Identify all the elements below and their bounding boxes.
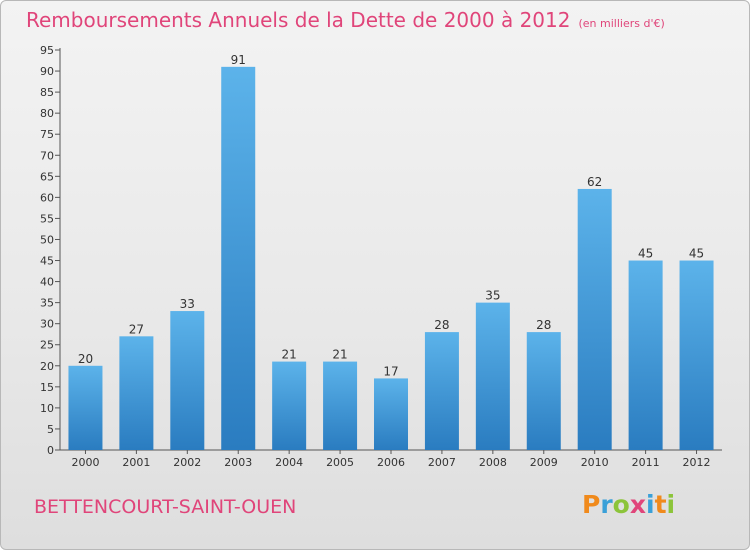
data-labels: 20 27 33 91 21 21 17 28 35 28 62 45 45 (78, 53, 704, 379)
chart-title: Remboursements Annuels de la Dette de 20… (26, 8, 665, 32)
data-label: 91 (231, 53, 246, 67)
bar (374, 378, 408, 450)
x-tick-label: 2005 (326, 456, 354, 469)
y-tick-label: 0 (47, 444, 54, 457)
bar (679, 260, 714, 450)
y-tick-label: 15 (40, 381, 54, 394)
bar (628, 260, 663, 450)
y-tick-label: 35 (40, 297, 54, 310)
y-tick-label: 10 (40, 402, 54, 415)
data-label: 45 (638, 247, 653, 261)
data-label: 21 (282, 348, 297, 362)
x-axis: 2000 2001 2002 2003 2004 2005 2006 2007 2008 2009… (60, 449, 722, 469)
bar (526, 332, 561, 450)
x-tick-label: 2008 (479, 456, 507, 469)
y-tick-label: 5 (47, 423, 54, 436)
x-tick-label: 2006 (377, 456, 405, 469)
bars (68, 66, 714, 450)
y-tick-label: 95 (40, 44, 54, 57)
y-tick-label: 90 (40, 65, 54, 78)
data-label: 28 (536, 318, 551, 332)
unit-note: (en milliers d'€) (578, 17, 665, 30)
x-tick-label: 2010 (581, 456, 609, 469)
y-axis: 0 5 10 15 20 25 30 35 40 45 50 55 60 65 70 75 80 85 90 95 (40, 44, 61, 457)
y-tick-label: 70 (40, 149, 54, 162)
data-label: 28 (434, 318, 449, 332)
bar (170, 311, 205, 450)
y-tick-label: 40 (40, 276, 54, 289)
data-label: 21 (332, 348, 347, 362)
y-tick-label: 45 (40, 255, 54, 268)
x-tick-label: 2004 (275, 456, 303, 469)
x-tick-label: 2002 (173, 456, 201, 469)
bar (475, 302, 510, 450)
y-tick-label: 50 (40, 233, 54, 246)
y-tick-label: 30 (40, 318, 54, 331)
commune-name: BETTENCOURT-SAINT-OUEN (34, 496, 297, 518)
data-label: 33 (180, 297, 195, 311)
chart-title-text: Remboursements Annuels de la Dette de 20… (26, 8, 571, 32)
y-tick-label: 65 (40, 170, 54, 183)
bar (119, 336, 154, 450)
x-tick-label: 2011 (632, 456, 660, 469)
y-tick-label: 25 (40, 339, 54, 352)
data-label: 17 (383, 364, 398, 378)
bar (577, 188, 612, 450)
data-label: 35 (485, 289, 500, 303)
bar (424, 332, 459, 450)
y-tick-label: 55 (40, 212, 54, 225)
x-tick-label: 2003 (224, 456, 252, 469)
bar (323, 361, 358, 450)
x-tick-label: 2000 (71, 456, 99, 469)
proxiti-logo: Proxiti (582, 490, 676, 519)
y-tick-label: 75 (40, 128, 54, 141)
y-tick-label: 85 (40, 86, 54, 99)
data-label: 20 (78, 352, 93, 366)
bar (272, 361, 307, 450)
x-tick-label: 2007 (428, 456, 456, 469)
data-label: 45 (689, 247, 704, 261)
data-label: 27 (129, 322, 144, 336)
y-tick-label: 20 (40, 360, 54, 373)
bar (221, 66, 256, 450)
bar (68, 365, 103, 450)
x-tick-label: 2012 (683, 456, 711, 469)
y-tick-label: 80 (40, 107, 54, 120)
x-tick-label: 2009 (530, 456, 558, 469)
x-tick-label: 2001 (122, 456, 150, 469)
data-label: 62 (587, 175, 602, 189)
y-tick-label: 60 (40, 191, 54, 204)
